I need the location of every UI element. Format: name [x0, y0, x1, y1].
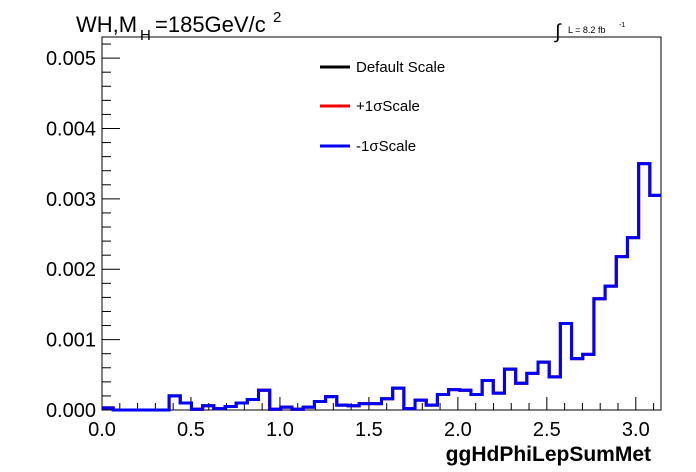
- legend: Default Scale +1σScale -1σScale: [320, 59, 445, 155]
- chart-title-subscript: H: [140, 27, 151, 44]
- lumi-integral-sign: ∫: [554, 21, 562, 43]
- y-tick-label: 0.001: [46, 330, 96, 352]
- x-tick-label: 0.0: [88, 419, 116, 441]
- x-tick-label: 0.5: [177, 419, 205, 441]
- y-axis: 0.000 0.001 0.002 0.003 0.004 0.005: [46, 43, 120, 422]
- series-line-minus-one-sigma: [102, 162, 661, 412]
- x-tick-label: 1.0: [266, 419, 294, 441]
- legend-label-default-scale: Default Scale: [356, 59, 445, 76]
- x-tick-label: 1.5: [355, 419, 383, 441]
- series-line-default-scale: [102, 162, 661, 412]
- x-tick-label: 3.0: [622, 419, 650, 441]
- x-tick-label: 2.0: [444, 419, 472, 441]
- chart-title-main: WH,M: [76, 12, 137, 37]
- y-tick-label: 0.004: [46, 118, 96, 140]
- y-tick-label: 0.005: [46, 48, 96, 70]
- x-tick-label: 2.5: [533, 419, 561, 441]
- chart-title-rest: =185GeV/c: [155, 12, 266, 37]
- x-axis-title: ggHdPhiLepSumMet: [446, 443, 651, 466]
- plot-frame: [101, 36, 662, 411]
- series-layer: [102, 162, 661, 412]
- lumi-label-superscript: -1: [619, 22, 625, 29]
- y-tick-label: 0.002: [46, 259, 96, 281]
- legend-label-plus-one-sigma: +1σScale: [356, 98, 420, 115]
- series-line-plus-one-sigma: [102, 162, 661, 412]
- legend-label-minus-one-sigma: -1σScale: [356, 138, 416, 155]
- chart-title-superscript: 2: [273, 9, 281, 26]
- lumi-label: L = 8.2 fb: [568, 25, 605, 35]
- y-tick-label: 0.003: [46, 189, 96, 211]
- y-tick-label: 0.000: [46, 400, 96, 422]
